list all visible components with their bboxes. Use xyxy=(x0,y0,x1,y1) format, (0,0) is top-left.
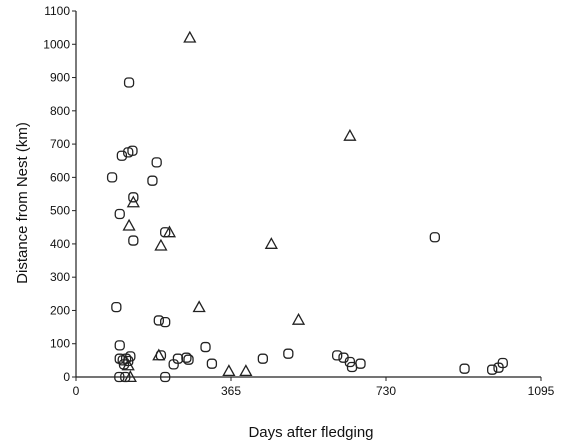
y-tick-label: 1000 xyxy=(43,37,70,51)
triangle-point xyxy=(126,195,140,208)
circle-point xyxy=(106,172,118,183)
y-tick-label: 500 xyxy=(50,204,70,218)
x-tick-label: 730 xyxy=(376,384,396,398)
triangle-point xyxy=(152,348,166,361)
triangle-point xyxy=(123,370,137,383)
y-tick-label: 300 xyxy=(50,270,70,284)
circle-point xyxy=(497,357,508,369)
circle-point xyxy=(114,340,125,351)
x-tick-label: 1095 xyxy=(528,384,555,398)
x-tick-label: 0 xyxy=(73,384,80,398)
y-tick-label: 700 xyxy=(50,137,70,151)
y-tick-label: 400 xyxy=(50,237,70,251)
circle-point xyxy=(153,315,164,326)
y-tick-label: 600 xyxy=(50,170,70,184)
circle-point xyxy=(127,145,138,156)
circle-point xyxy=(128,192,139,203)
y-tick-label: 0 xyxy=(63,370,70,384)
circle-point xyxy=(147,175,158,186)
circle-point xyxy=(111,301,122,313)
triangle-point xyxy=(291,312,306,325)
triangle-point xyxy=(183,30,197,43)
y-tick-label: 200 xyxy=(50,303,70,317)
axes xyxy=(75,11,541,378)
circle-point xyxy=(123,77,135,88)
circle-point xyxy=(183,354,194,365)
circle-point xyxy=(429,232,440,243)
circle-point xyxy=(332,350,343,361)
y-tick-label: 100 xyxy=(50,337,70,351)
circle-point xyxy=(114,208,125,220)
triangle-point xyxy=(264,237,278,249)
triangle-point xyxy=(192,300,206,313)
circle-point xyxy=(487,364,498,375)
circle-point xyxy=(160,371,171,383)
y-tick-label: 900 xyxy=(50,71,70,85)
x-axis-ticks: 0 365 730 1095 xyxy=(73,377,555,398)
circle-point xyxy=(459,363,470,374)
triangle-point xyxy=(343,128,357,141)
x-tick-label: 365 xyxy=(221,384,241,398)
y-axis-title: Distance from Nest (km) xyxy=(14,122,31,284)
data-points xyxy=(106,30,508,383)
y-axis-ticks: 0 100 200 300 400 500 600 700 800 900 1000 1100 xyxy=(43,4,76,384)
circle-point xyxy=(116,150,128,161)
circle-point xyxy=(257,353,268,364)
circle-point xyxy=(200,341,211,353)
circle-point xyxy=(128,235,139,246)
triangle-point xyxy=(122,218,136,231)
circle-point xyxy=(206,358,218,369)
x-axis-title: Days after fledging xyxy=(248,424,373,441)
triangle-point xyxy=(121,358,135,371)
circle-point xyxy=(114,371,125,383)
triangle-point xyxy=(239,364,253,377)
triangle-point xyxy=(154,238,168,251)
y-tick-label: 1100 xyxy=(44,4,70,18)
circle-point xyxy=(118,359,130,370)
circle-point xyxy=(151,157,162,168)
triangle-point xyxy=(162,225,177,238)
circle-point xyxy=(181,352,192,363)
triangle-point xyxy=(222,364,236,377)
circle-point xyxy=(355,358,366,369)
circle-point xyxy=(160,316,171,328)
circle-point xyxy=(283,348,294,359)
y-tick-label: 800 xyxy=(50,104,70,118)
